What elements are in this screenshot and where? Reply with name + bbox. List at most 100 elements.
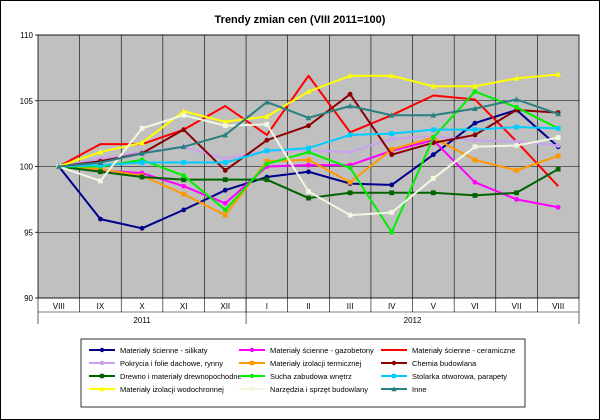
series-10 [56, 71, 561, 169]
data-point [222, 131, 229, 138]
data-point [306, 162, 311, 168]
data-point [347, 212, 353, 218]
data-point [555, 71, 561, 77]
legend-swatch-marker [249, 360, 255, 366]
data-point [430, 190, 436, 196]
y-tick-label: 100 [20, 163, 34, 172]
data-point [139, 125, 145, 131]
legend-swatch-marker [99, 360, 105, 366]
y-tick-label: 105 [20, 97, 34, 106]
data-point [264, 148, 270, 154]
data-point [139, 174, 145, 180]
data-point [181, 160, 187, 165]
legend-label: Materiały ścienne - gazobetony [270, 346, 374, 355]
x-tick-label: I [266, 302, 268, 311]
data-point [514, 190, 519, 196]
x-tick-label: X [139, 302, 145, 311]
data-point [347, 149, 353, 155]
x-tick-label: IV [388, 302, 396, 311]
data-point [430, 135, 436, 140]
x-tick-label: VI [471, 302, 479, 311]
series-12 [56, 96, 561, 169]
data-point [222, 207, 228, 213]
x-tick-label: VII [512, 302, 522, 311]
data-point [222, 160, 228, 165]
data-point [389, 136, 395, 142]
data-point [222, 168, 228, 173]
data-point [430, 127, 436, 133]
legend-item: Inne [381, 385, 427, 394]
data-point [98, 162, 103, 168]
legend-item: Materiały ścienne - gazobetony [239, 346, 374, 355]
data-point [347, 179, 353, 185]
legend-label: Chemia budowlana [412, 359, 477, 368]
data-point [389, 152, 395, 158]
data-point [514, 104, 519, 110]
data-point [389, 190, 395, 196]
x-tick-label: II [306, 302, 310, 311]
data-point [347, 190, 353, 196]
legend-swatch-marker [249, 373, 255, 379]
x-tick-label: XII [220, 302, 230, 311]
data-point [264, 177, 270, 183]
data-point [472, 157, 478, 163]
data-point [306, 195, 311, 201]
data-point [555, 135, 561, 140]
legend-item: Chemia budowlana [381, 359, 477, 368]
data-point [389, 210, 395, 215]
y-tick-label: 110 [20, 31, 33, 40]
data-point [306, 169, 311, 175]
data-point [264, 113, 270, 119]
year-label: 2011 [133, 316, 151, 325]
data-point [98, 178, 103, 184]
x-tick-label: IX [97, 302, 105, 311]
data-point [472, 179, 478, 185]
data-point [181, 177, 187, 183]
data-point [430, 152, 436, 158]
data-point [180, 108, 187, 114]
data-point [181, 183, 187, 189]
data-point [181, 207, 187, 213]
data-point [472, 137, 478, 143]
data-point [389, 131, 395, 137]
data-point [514, 168, 519, 173]
legend-item: Narzędzia i sprzęt budowlany [239, 385, 368, 394]
data-point [306, 157, 311, 163]
data-point [555, 110, 561, 117]
legend-swatch-marker [391, 386, 397, 392]
data-point [98, 216, 103, 222]
y-tick-label: 95 [24, 228, 33, 237]
data-point [222, 118, 229, 125]
legend-item: Materiały izolacji wodochronnej [89, 385, 224, 394]
x-tick-label: VIII [552, 302, 564, 311]
legend-swatch-marker [391, 360, 397, 366]
data-point [97, 159, 104, 165]
data-point [472, 127, 478, 133]
data-point [514, 196, 519, 202]
data-point [56, 163, 62, 169]
data-point [472, 132, 478, 138]
data-point [514, 124, 519, 130]
data-point [555, 125, 561, 131]
data-point [514, 143, 519, 148]
data-point [222, 212, 228, 218]
data-point [181, 112, 187, 118]
data-point [306, 145, 311, 151]
chart-title: Trendy zmian cen (VIII 2011=100) [215, 14, 386, 26]
data-point [264, 122, 270, 127]
data-point [139, 225, 145, 231]
plot-frame [37, 34, 580, 299]
data-point [222, 123, 228, 129]
data-point [305, 114, 312, 121]
legend-swatch-marker [249, 347, 255, 353]
data-point [347, 165, 353, 171]
legend-swatch-marker [99, 347, 105, 353]
data-point [555, 166, 561, 172]
data-point [305, 88, 312, 94]
data-point [555, 143, 561, 148]
data-point [513, 96, 520, 102]
data-point [472, 120, 478, 126]
